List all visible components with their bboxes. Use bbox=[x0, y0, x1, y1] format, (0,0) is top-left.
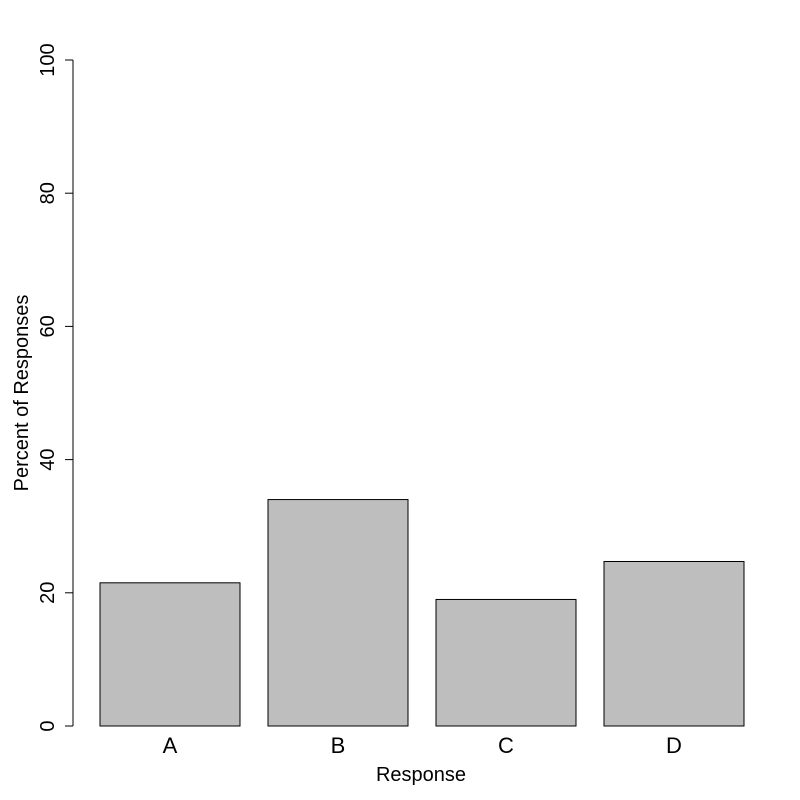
bar-c bbox=[435, 598, 577, 727]
y-tick-label: 40 bbox=[37, 448, 59, 470]
y-axis: 0 20 40 60 80 100 bbox=[37, 43, 74, 732]
y-tick-label: 100 bbox=[37, 43, 59, 76]
bar-b bbox=[267, 499, 409, 727]
y-tick-label: 60 bbox=[37, 315, 59, 337]
x-axis-title: Response bbox=[376, 764, 466, 786]
x-tick-label: A bbox=[163, 733, 178, 758]
y-axis-title: Percent of Responses bbox=[11, 295, 33, 492]
bars bbox=[99, 499, 745, 727]
y-tick-label: 0 bbox=[37, 720, 59, 731]
bar-d bbox=[603, 560, 745, 727]
bar-a bbox=[99, 582, 241, 727]
y-tick-label: 20 bbox=[37, 582, 59, 604]
x-tick-label: D bbox=[666, 733, 682, 758]
x-category-labels: A B C D bbox=[163, 733, 682, 758]
x-tick-label: C bbox=[498, 733, 514, 758]
x-tick-label: B bbox=[331, 733, 346, 758]
y-tick-label: 80 bbox=[37, 182, 59, 204]
